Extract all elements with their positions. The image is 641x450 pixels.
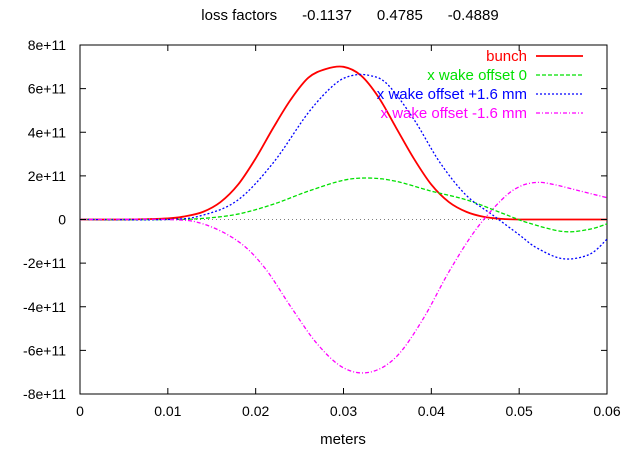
- x-tick-label: 0.04: [418, 403, 445, 419]
- x-axis-ticks: 0 0.01 0.02 0.03 0.04 0.05 0.06: [76, 45, 621, 419]
- y-tick-label: -8e+11: [23, 386, 66, 402]
- series-line-0: [79, 65, 607, 221]
- y-axis-ticks: 8e+11 6e+11 4e+11 2e+11 0 -2e+11 -4e+11 -6e+11 -…: [23, 37, 607, 402]
- x-tick-label: 0.06: [593, 403, 620, 419]
- series-line-1: [79, 177, 608, 233]
- series-group: [79, 65, 608, 374]
- y-tick-label: 4e+11: [28, 124, 66, 140]
- y-tick-label: -6e+11: [23, 342, 66, 358]
- y-tick-label: -4e+11: [23, 299, 66, 315]
- legend: bunch x wake offset 0 x wake offset +1.6 m…: [377, 48, 583, 122]
- x-tick-label: 0.02: [242, 403, 269, 419]
- y-tick-label: 8e+11: [28, 37, 66, 53]
- y-tick-label: -2e+11: [23, 255, 66, 271]
- y-tick-label: 0: [58, 212, 66, 228]
- legend-label-2: x wake offset +1.6 mm: [377, 86, 527, 103]
- x-tick-label: 0: [76, 403, 84, 419]
- series-line-2: [79, 73, 608, 260]
- y-tick-label: 6e+11: [28, 81, 66, 97]
- x-tick-label: 0.01: [154, 403, 181, 419]
- x-tick-label: 0.03: [330, 403, 357, 419]
- legend-label-1: x wake offset 0: [427, 67, 527, 84]
- legend-label-3: x wake offset -1.6 mm: [381, 105, 527, 122]
- chart-title: loss factors -0.1137 0.4785 -0.4889: [201, 7, 498, 24]
- x-axis-label: meters: [320, 431, 366, 448]
- x-tick-label: 0.05: [506, 403, 533, 419]
- legend-label-0: bunch: [486, 48, 527, 65]
- y-tick-label: 2e+11: [28, 168, 66, 184]
- series-line-3: [79, 181, 608, 374]
